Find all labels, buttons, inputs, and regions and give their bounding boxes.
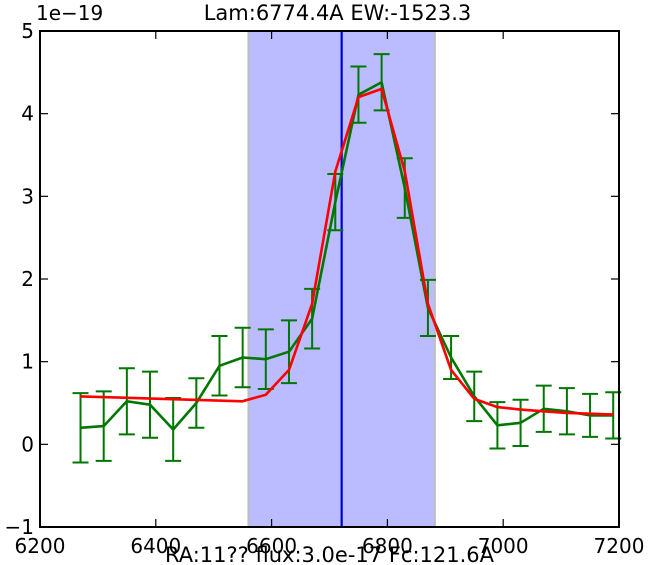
series-line [80,81,614,431]
data-point [589,412,591,415]
data-point [172,428,174,431]
data-point [288,350,290,353]
y-tick-label: −1 [5,515,34,539]
data-point [79,427,82,429]
data-point [542,410,545,413]
y-tick-label: 3 [21,184,34,208]
y-tick-label: 1 [21,350,34,374]
data-point [427,303,429,305]
y-tick-label: 5 [21,19,34,43]
data-point [195,402,198,404]
data-point [519,408,522,411]
data-point [334,201,337,203]
x-tick-label: 7000 [478,534,529,558]
data-point [450,369,452,371]
data-point [102,425,105,427]
data-point [380,81,383,84]
data-point [311,317,313,320]
data-point [566,412,568,414]
tick-layer [39,30,620,528]
data-point [265,393,267,396]
x-tick-label: 6600 [246,534,297,558]
y-multiplier: 1e−19 [36,1,103,25]
x-axis-label: RA:11?? flux:3.0e-17 Fc:121.6A [165,543,495,565]
series-1 [79,87,615,416]
data-point [241,400,244,403]
data-point [126,400,128,403]
series-0 [72,53,622,464]
y-tick-labels: −1 0 1 2 3 4 5 [5,19,34,539]
data-point [473,398,476,400]
data-point [79,395,82,398]
data-point [288,369,290,371]
data-point [334,170,337,173]
data-point [241,356,244,359]
data-point [496,406,499,408]
chart-title: Lam:6774.4A EW:-1523.3 [204,1,472,25]
data-point [149,403,151,406]
y-tick-label: 4 [21,102,34,126]
data-point [380,88,383,90]
series-line [80,87,614,416]
data-point [357,96,360,98]
x-tick-label: 6800 [362,534,413,558]
x-tick-label: 6400 [130,534,181,558]
data-point [265,358,267,360]
y-tick-label: 2 [21,267,34,291]
data-point [357,93,360,96]
data-point [311,303,313,305]
data-point [519,422,522,424]
data-point [450,356,452,359]
data-point [612,413,615,416]
x-tick-labels: 6200 6400 6600 6800 7000 7200 [15,534,645,558]
data-point [542,407,545,410]
data-point [403,170,406,173]
data-point [403,187,406,189]
data-point [218,365,221,367]
x-tick-label: 6200 [15,534,66,558]
series-layer [72,53,622,464]
x-tick-label: 7200 [594,534,645,558]
y-tick-label: 0 [21,432,34,456]
data-point [496,424,499,427]
